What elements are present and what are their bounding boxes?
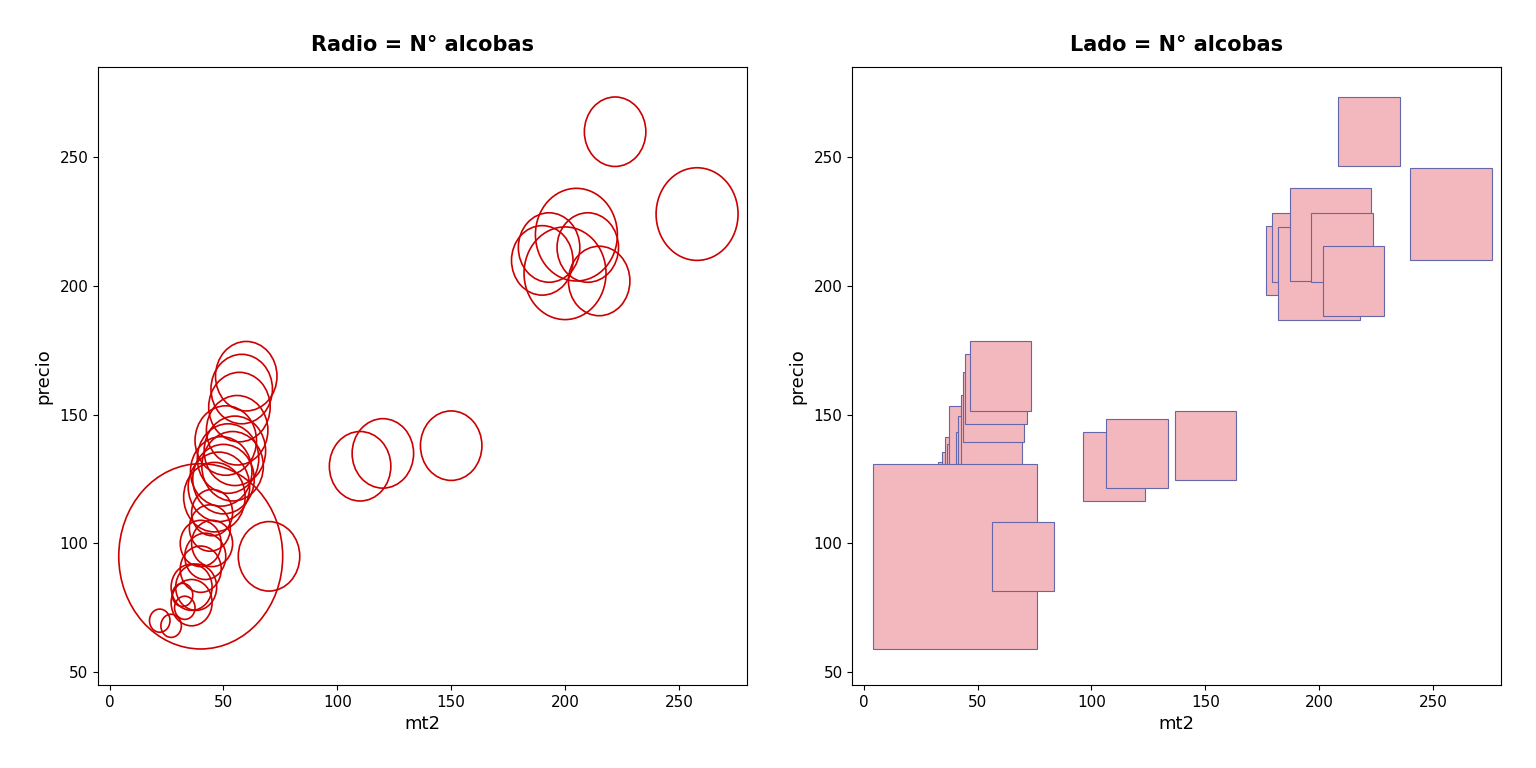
X-axis label: mt2: mt2	[1158, 715, 1195, 733]
Bar	[926, 584, 946, 607]
Bar	[1410, 167, 1491, 260]
Bar	[1312, 213, 1373, 283]
Title: Lado = N° alcobas: Lado = N° alcobas	[1071, 35, 1284, 55]
Bar	[915, 614, 935, 637]
Bar	[1266, 226, 1327, 295]
Bar	[872, 464, 1037, 649]
Bar	[965, 354, 1026, 424]
Bar	[943, 505, 985, 551]
Bar	[951, 424, 1012, 493]
X-axis label: mt2: mt2	[404, 715, 441, 733]
Bar	[1278, 227, 1359, 319]
Bar	[925, 580, 966, 626]
Bar	[949, 406, 1011, 475]
Y-axis label: precio: precio	[790, 349, 806, 404]
Bar	[960, 396, 1021, 465]
Bar	[929, 596, 949, 619]
Bar	[969, 342, 1031, 411]
Bar	[903, 609, 925, 632]
Bar	[929, 564, 971, 611]
Bar	[1175, 411, 1236, 481]
Bar	[945, 437, 1006, 506]
Title: Radio = N° alcobas: Radio = N° alcobas	[312, 35, 535, 55]
Bar	[946, 520, 986, 567]
Bar	[1290, 188, 1372, 281]
Bar	[1272, 213, 1333, 283]
Bar	[946, 489, 986, 536]
Bar	[1106, 419, 1167, 488]
Bar	[955, 432, 1017, 501]
Bar	[938, 462, 1000, 532]
Bar	[934, 520, 975, 567]
Bar	[942, 452, 1005, 521]
Bar	[992, 521, 1054, 591]
Bar	[925, 564, 966, 611]
Bar	[1338, 97, 1399, 167]
Bar	[1083, 432, 1144, 501]
Bar	[934, 546, 975, 592]
Bar	[938, 533, 980, 580]
Bar	[1322, 247, 1384, 316]
Bar	[958, 416, 1020, 485]
Bar	[946, 445, 1008, 514]
Y-axis label: precio: precio	[35, 349, 52, 404]
Bar	[963, 372, 1025, 442]
